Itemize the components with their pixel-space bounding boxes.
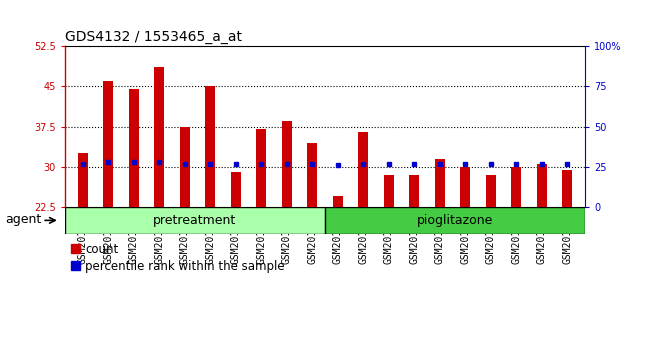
Legend: count, percentile rank within the sample: count, percentile rank within the sample <box>71 243 285 273</box>
Bar <box>129 89 139 207</box>
Bar <box>460 167 471 207</box>
Bar <box>486 175 496 207</box>
Bar <box>358 132 369 207</box>
Bar <box>65 207 325 234</box>
Bar <box>333 196 343 207</box>
Bar <box>281 121 292 207</box>
Bar <box>103 81 114 207</box>
Bar <box>409 175 419 207</box>
Bar <box>435 159 445 207</box>
Bar <box>78 153 88 207</box>
Text: GDS4132 / 1553465_a_at: GDS4132 / 1553465_a_at <box>65 30 242 44</box>
Bar <box>384 175 394 207</box>
Bar <box>536 164 547 207</box>
Bar <box>325 207 585 234</box>
Bar <box>256 129 266 207</box>
Bar <box>307 143 317 207</box>
Bar <box>179 126 190 207</box>
Text: pioglitazone: pioglitazone <box>417 214 493 227</box>
Text: agent: agent <box>5 212 42 225</box>
Bar <box>205 86 215 207</box>
Bar <box>231 172 241 207</box>
Bar <box>154 68 164 207</box>
Bar <box>511 167 521 207</box>
Text: pretreatment: pretreatment <box>153 214 237 227</box>
Bar <box>562 170 572 207</box>
